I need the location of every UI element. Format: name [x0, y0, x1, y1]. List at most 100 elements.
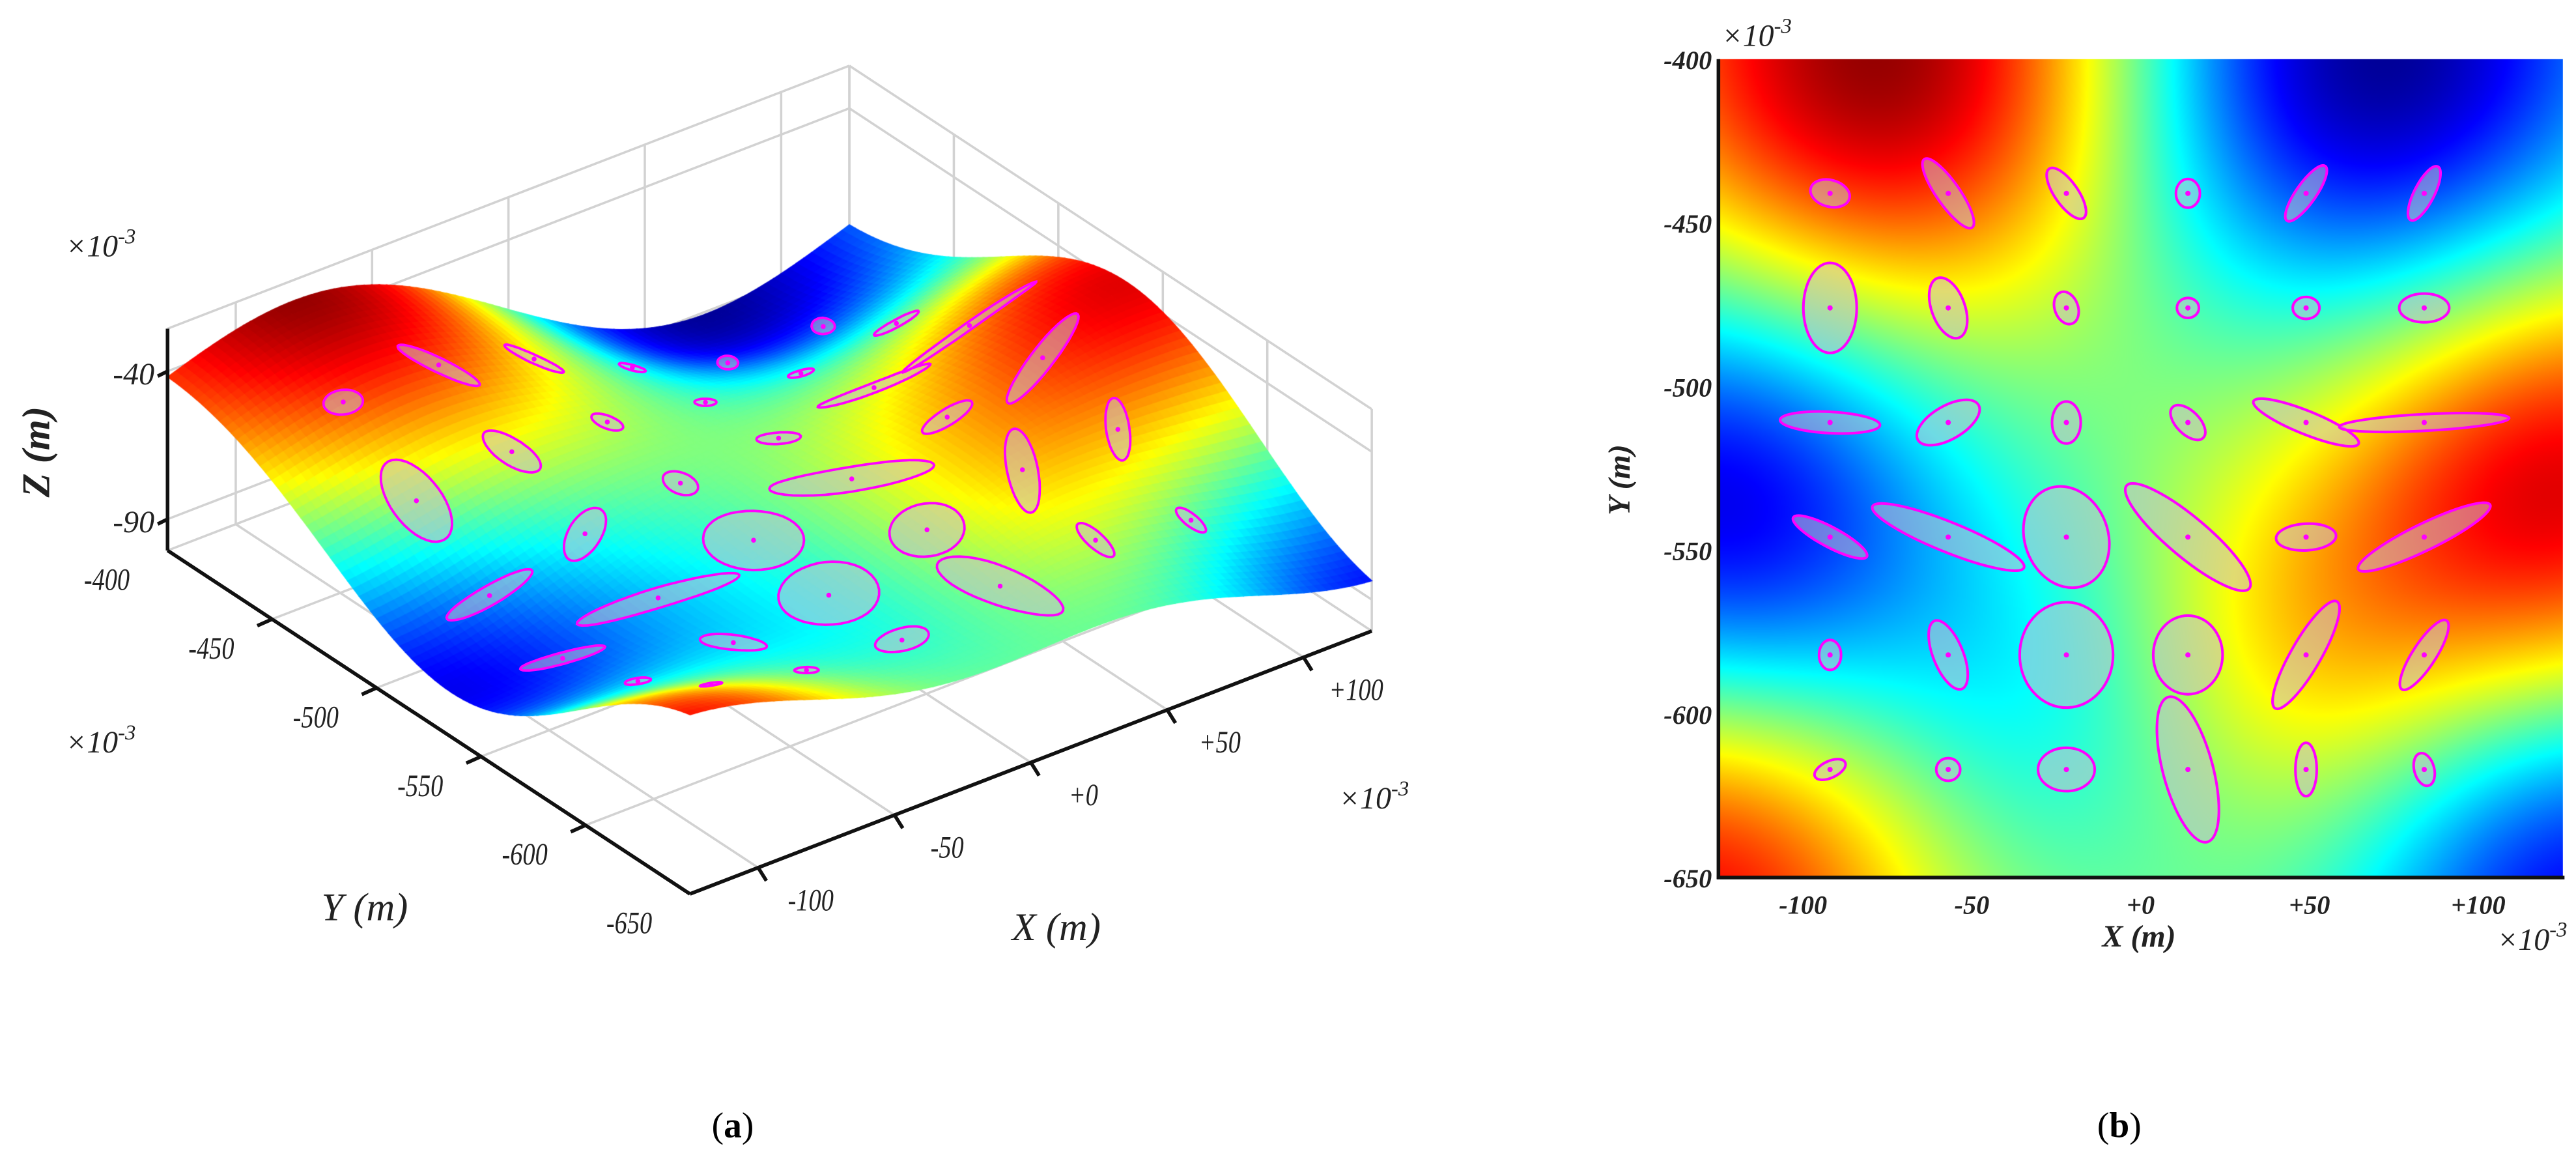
- ellipse: [2357, 501, 2492, 573]
- ellipse: [2412, 752, 2437, 788]
- ellipse: [2155, 695, 2220, 844]
- ellipse-center-point: [2421, 767, 2427, 773]
- ellipse-center-point: [2185, 534, 2191, 540]
- panel-a-y-tick: [465, 754, 482, 765]
- ellipse-center-point: [967, 323, 972, 328]
- ellipse-center-point: [1019, 467, 1025, 472]
- panel-a-ellipses: [322, 280, 1208, 688]
- panel-b-x-scale: ×10-3: [2497, 919, 2568, 957]
- ellipse: [716, 354, 740, 371]
- ellipse-center-point: [1946, 652, 1951, 658]
- ellipse-center-point: [436, 362, 442, 367]
- panel-b-y-scale: ×10-3: [1721, 14, 1792, 53]
- ellipse-center-point: [1827, 534, 1833, 540]
- ellipse-center-point: [487, 593, 492, 598]
- ellipse: [2274, 522, 2338, 552]
- ellipse-center-point: [2063, 190, 2069, 196]
- ellipse-center-point: [899, 637, 905, 643]
- panel-a-z-label: Z (m): [15, 407, 59, 498]
- ellipse: [2022, 485, 2111, 590]
- ellipse: [1915, 398, 1981, 447]
- panel-b-x-tick-label: +100: [2451, 890, 2506, 919]
- ellipse: [1075, 521, 1116, 558]
- ellipse: [590, 412, 625, 432]
- panel-a-caption: (a): [712, 1106, 754, 1145]
- ellipse: [1778, 410, 1882, 435]
- ellipse-center-point: [2303, 652, 2309, 658]
- panel-a-x-tick-label: -50: [931, 831, 964, 865]
- ellipse: [2294, 741, 2318, 798]
- ellipse-center-point: [2063, 534, 2069, 540]
- ellipse: [2271, 599, 2341, 711]
- ellipse-center-point: [924, 527, 929, 532]
- ellipse: [623, 676, 653, 687]
- ellipse-center-point: [731, 640, 736, 646]
- ellipse-center-point: [1040, 355, 1045, 360]
- panel-a-x-axis: [689, 629, 1373, 896]
- ellipse: [1174, 506, 1208, 534]
- ellipse: [396, 343, 481, 388]
- ellipse: [1927, 276, 1969, 340]
- ellipse-center-point: [2303, 305, 2309, 311]
- ellipse-center-point: [871, 385, 877, 390]
- ellipse: [901, 280, 1038, 374]
- ellipse-center-point: [1827, 190, 1833, 196]
- panel-a-x-tick: [893, 814, 905, 829]
- ellipse-center-point: [531, 356, 537, 362]
- ellipse-center-point: [604, 420, 610, 425]
- panel-a-z-tick: [156, 369, 169, 378]
- panel-b-y-tick-label: -650: [1663, 864, 1712, 893]
- panel-a-y-tick: [256, 617, 273, 628]
- panel-a-y-tick-label: -650: [606, 906, 653, 941]
- ellipse: [2291, 295, 2321, 321]
- ellipse: [2045, 166, 2088, 220]
- ellipse: [2252, 397, 2360, 448]
- ellipse-center-point: [2185, 190, 2191, 196]
- ellipse: [481, 429, 543, 474]
- panel-b-y-tick-label: -400: [1663, 46, 1712, 75]
- ellipse: [701, 509, 806, 571]
- ellipse-center-point: [2421, 652, 2427, 658]
- panel-b-y-tick-label: -550: [1663, 537, 1712, 566]
- panel-b-axes: -100 -50 +0 +50 +100 -400 -450 -500 -550 -600 -650: [1663, 46, 2565, 919]
- ellipse-center-point: [1115, 427, 1121, 432]
- ellipse-center-point: [655, 595, 661, 601]
- panel-b-x-tick-label: -100: [1779, 890, 1827, 919]
- ellipse: [2169, 403, 2207, 442]
- panel-a-y-tick: [570, 823, 587, 834]
- ellipse-center-point: [798, 371, 804, 376]
- ellipse-center-point: [2421, 534, 2427, 540]
- ellipse: [2406, 165, 2442, 222]
- ellipse: [1934, 756, 1962, 782]
- panel-a-y-scale: ×10-3: [66, 721, 136, 760]
- ellipse: [777, 560, 881, 626]
- ellipse: [1004, 427, 1041, 514]
- panel-b-x-tick-label: +50: [2289, 890, 2330, 919]
- ellipse: [2050, 400, 2082, 445]
- panel-a-x-tick-label: +100: [1329, 673, 1384, 708]
- ellipse: [2398, 618, 2450, 691]
- panel-a-z-tick-label: -40: [113, 357, 154, 392]
- panel-a-surface: [0, 0, 1479, 1159]
- ellipse: [2284, 164, 2328, 223]
- panel-a-x-tick-label: -100: [788, 883, 834, 917]
- ellipse-center-point: [630, 365, 635, 371]
- ellipse: [1813, 758, 1847, 781]
- ellipse-center-point: [2303, 534, 2309, 540]
- ellipse: [575, 571, 741, 627]
- ellipse: [816, 362, 932, 409]
- ellipse: [1791, 514, 1869, 560]
- panel-a-axes: -100 -50 +0 +50 +100 -400 -450 -500 -550 -600 -650…: [84, 328, 1384, 941]
- panel-a-x-tick: [756, 866, 769, 882]
- ellipse: [873, 625, 930, 653]
- ellipse-center-point: [582, 531, 587, 537]
- ellipse-center-point: [708, 681, 714, 687]
- panel-a-x-label: X (m): [1010, 906, 1101, 949]
- panel-a-z-scale: ×10-3: [66, 225, 136, 263]
- panel-b-x-label: X (m): [2101, 919, 2176, 954]
- ellipse: [698, 633, 769, 652]
- ellipse: [693, 397, 718, 407]
- panel-b-y-tick-label: -450: [1663, 209, 1712, 238]
- ellipse: [698, 681, 724, 688]
